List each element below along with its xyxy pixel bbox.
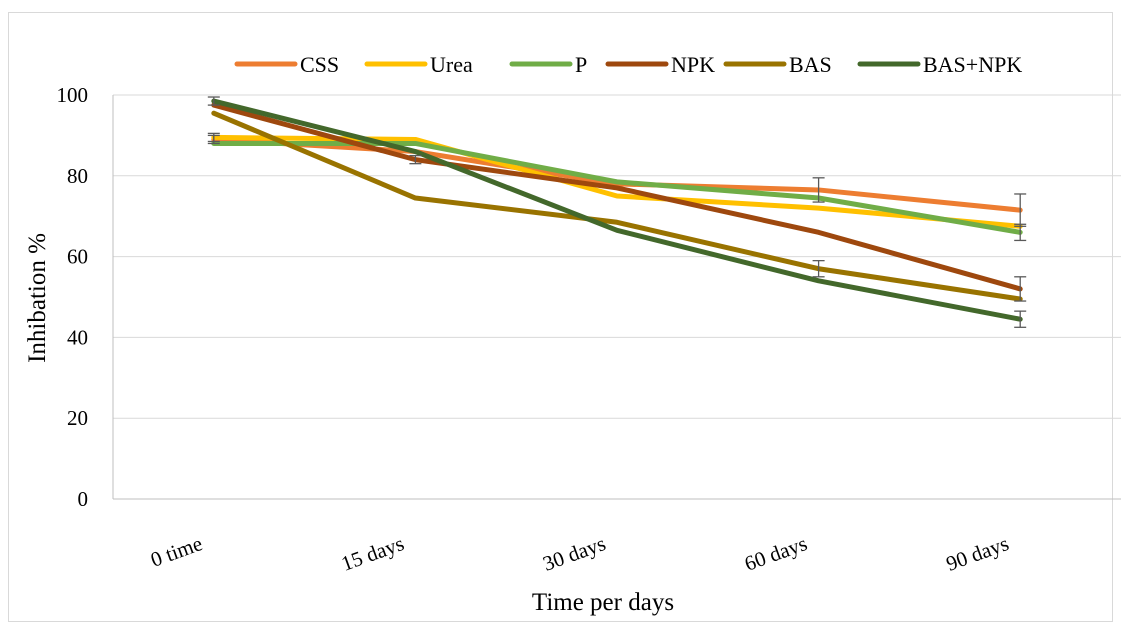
legend-label-5: BAS+NPK [923,52,1022,77]
series-line-4 [211,110,1023,302]
series-line-1 [211,134,1023,229]
error-bars [207,96,1027,328]
y-tick-label-0: 0 [78,487,89,511]
chart-frame [8,12,1113,622]
series-line-3 [211,102,1023,292]
x-tick-label-3: 60 days [741,531,810,576]
y-tick-label-60: 60 [67,245,88,269]
legend: CSS Urea P NPK BAS BAS+NPK [234,52,1022,77]
x-axis-title: Time per days [532,589,674,616]
y-axis-title: Inhibation % [24,233,51,363]
x-tick-label-2: 30 days [540,531,609,576]
x-tick-label-4: 90 days [943,531,1012,576]
y-tick-labels: 0 20 40 60 80 100 [57,83,89,511]
legend-label-0: CSS [300,52,339,77]
legend-label-4: BAS [789,52,832,77]
legend-label-1: Urea [430,52,473,77]
y-tick-label-100: 100 [57,83,89,107]
y-tick-label-40: 40 [67,325,88,349]
series-lines [211,98,1023,322]
x-tick-label-1: 15 days [338,531,407,576]
y-tick-label-20: 20 [67,406,88,430]
legend-label-3: NPK [671,52,715,77]
legend-label-2: P [575,52,587,77]
axes [112,95,1121,500]
y-tick-label-80: 80 [67,164,88,188]
series-line-5 [211,98,1023,322]
gridlines [113,94,1121,419]
x-tick-labels: 0 time 15 days 30 days 60 days 90 days [147,531,1011,576]
x-tick-label-0: 0 time [147,531,205,572]
series-line-0 [211,136,1023,213]
